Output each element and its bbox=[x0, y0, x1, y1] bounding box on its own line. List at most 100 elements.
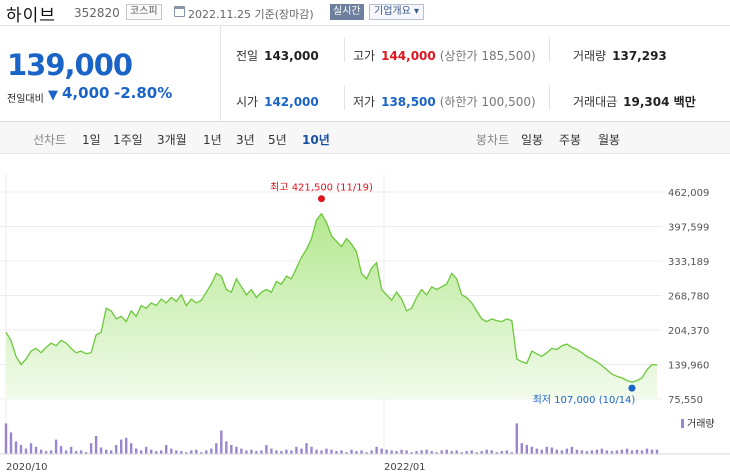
volume-bar bbox=[520, 443, 523, 454]
volume-bar bbox=[440, 450, 443, 454]
stat-high: 고가 144,000 (상한가 185,500) bbox=[353, 47, 536, 64]
volume-bar bbox=[265, 445, 268, 454]
volume-bar bbox=[165, 445, 168, 454]
tab-daily[interactable]: 일봉 bbox=[521, 133, 544, 147]
price-area bbox=[6, 213, 657, 399]
volume-bar bbox=[160, 450, 163, 454]
volume-bar bbox=[79, 450, 83, 454]
volume-bar bbox=[34, 446, 38, 454]
y-tick-label: 268,780 bbox=[668, 292, 709, 303]
tab-3y[interactable]: 3년 bbox=[236, 133, 255, 147]
chart-tabs: 선차트 1일 1주일 3개월 1년 3년 5년 10년 봉차트 일봉 주봉 월봉 bbox=[0, 122, 730, 154]
y-tick-label: 462,009 bbox=[668, 188, 709, 199]
volume-bar bbox=[590, 450, 594, 454]
volume-bar bbox=[310, 446, 313, 454]
volume-bar bbox=[350, 449, 353, 454]
volume-bar bbox=[44, 451, 48, 454]
realtime-button[interactable]: 실시간 bbox=[330, 4, 364, 20]
volume-bar bbox=[140, 450, 143, 454]
volume-bar bbox=[290, 450, 293, 454]
volume-bar bbox=[625, 448, 629, 454]
volume-bar bbox=[515, 423, 518, 454]
volume-bars bbox=[4, 423, 659, 454]
volume-bar bbox=[385, 449, 388, 454]
volume-bar bbox=[355, 451, 358, 454]
volume-bar bbox=[170, 448, 173, 454]
current-price: 139,000 bbox=[7, 48, 133, 82]
volume-bar bbox=[575, 449, 579, 454]
tab-monthly[interactable]: 월봉 bbox=[598, 133, 621, 147]
y-tick-label: 204,370 bbox=[668, 326, 709, 337]
stat-turnover: 거래대금 19,304 백만 bbox=[573, 93, 696, 110]
volume-bar bbox=[345, 452, 348, 454]
volume-bar bbox=[650, 449, 654, 454]
tab-1y[interactable]: 1년 bbox=[203, 133, 222, 147]
volume-bar bbox=[645, 448, 649, 454]
volume-bar bbox=[4, 423, 8, 454]
volume-bar bbox=[420, 450, 423, 454]
volume-bar bbox=[145, 446, 148, 454]
volume-bar bbox=[485, 449, 488, 454]
stat-low: 저가 138,500 (하한가 100,500) bbox=[353, 93, 536, 110]
volume-bar bbox=[235, 446, 238, 454]
tab-1w[interactable]: 1주일 bbox=[113, 133, 143, 147]
stat-prev-close: 전일 143,000 bbox=[236, 47, 319, 64]
volume-bar bbox=[615, 450, 619, 454]
tab-weekly[interactable]: 주봉 bbox=[559, 133, 582, 147]
volume-bar bbox=[450, 451, 453, 454]
volume-bar bbox=[620, 449, 624, 454]
volume-bar bbox=[94, 436, 98, 454]
tab-10y[interactable]: 10년 bbox=[302, 133, 330, 147]
volume-bar bbox=[370, 450, 373, 454]
volume-bar bbox=[490, 450, 493, 454]
volume-legend: 거래량 bbox=[687, 418, 715, 430]
tab-3m[interactable]: 3개월 bbox=[157, 133, 187, 147]
volume-bar bbox=[175, 450, 178, 454]
low-marker bbox=[628, 384, 636, 392]
volume-bar bbox=[610, 451, 614, 454]
stat-volume: 거래량 137,293 bbox=[573, 47, 667, 64]
volume-bar bbox=[380, 448, 383, 454]
volume-bar bbox=[330, 449, 333, 454]
volume-bar bbox=[49, 450, 53, 454]
date-label: 2022.11.25 기준(장마감) bbox=[188, 8, 314, 21]
volume-bar bbox=[195, 449, 198, 454]
volume-bar bbox=[115, 445, 118, 454]
volume-bar bbox=[69, 446, 73, 454]
candle-chart-label: 봉차트 bbox=[476, 133, 510, 147]
volume-bar bbox=[130, 443, 133, 454]
company-overview-dropdown[interactable]: 기업개요 ▾ bbox=[369, 4, 424, 20]
volume-bar bbox=[635, 449, 639, 454]
volume-bar bbox=[535, 448, 538, 454]
volume-bar bbox=[305, 443, 308, 454]
stat-label: 전일 bbox=[236, 49, 259, 63]
volume-bar bbox=[190, 450, 193, 454]
stat-value: 142,000 bbox=[264, 95, 319, 109]
volume-bar bbox=[99, 447, 103, 454]
tab-1d[interactable]: 1일 bbox=[82, 133, 101, 147]
stat-label: 거래량 bbox=[573, 49, 607, 63]
market-badge: 코스피 bbox=[126, 4, 162, 20]
volume-bar bbox=[630, 450, 634, 454]
price-chart[interactable]: 462,009 397,599 333,189 268,780 204,370 139,9… bbox=[0, 154, 730, 476]
volume-bar bbox=[375, 446, 378, 454]
volume-bar bbox=[495, 452, 498, 454]
stat-divider bbox=[344, 38, 345, 62]
volume-bar bbox=[565, 448, 569, 454]
volume-bar bbox=[460, 452, 463, 454]
volume-bar bbox=[560, 450, 564, 454]
volume-bar bbox=[240, 448, 243, 454]
volume-bar bbox=[220, 430, 223, 454]
stock-name: 하이브 bbox=[6, 6, 56, 26]
volume-bar bbox=[205, 450, 208, 454]
volume-bar bbox=[500, 451, 503, 454]
volume-bar bbox=[270, 448, 273, 454]
stat-label: 시가 bbox=[236, 95, 259, 109]
volume-bar bbox=[300, 448, 303, 454]
volume-bar bbox=[59, 446, 63, 454]
volume-bar bbox=[470, 450, 473, 454]
volume-bar bbox=[155, 451, 158, 454]
tab-5y[interactable]: 5년 bbox=[268, 133, 287, 147]
stock-header: 하이브 352820 코스피 2022.11.25 기준(장마감) 실시간 기업… bbox=[0, 0, 730, 26]
price-line bbox=[5, 212, 658, 383]
